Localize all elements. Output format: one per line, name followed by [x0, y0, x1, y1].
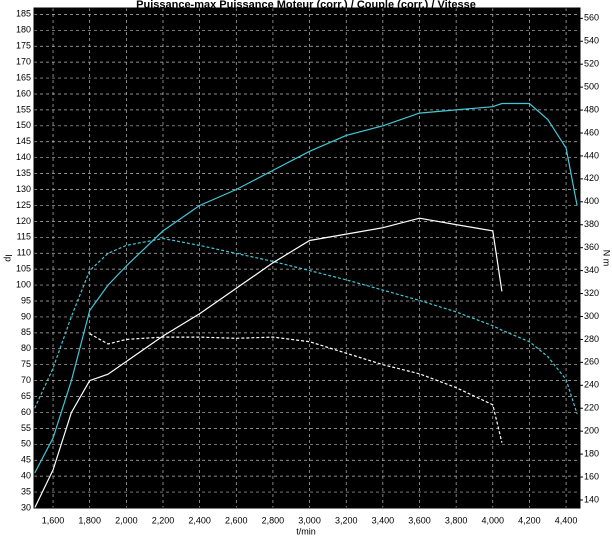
y2-tick-label: 400 — [584, 196, 599, 206]
y-tick-label: 75 — [21, 359, 31, 369]
y-tick-label: 40 — [21, 471, 31, 481]
y2-tick-label: 380 — [584, 219, 599, 229]
y-tick-label: 55 — [21, 423, 31, 433]
y-tick-label: 45 — [21, 455, 31, 465]
y-axis-label: Ip — [4, 254, 14, 262]
y2-tick-label: 300 — [584, 311, 599, 321]
y2-tick-label: 220 — [584, 403, 599, 413]
y-tick-label: 180 — [16, 25, 31, 35]
y-tick-label: 140 — [16, 152, 31, 162]
y-tick-label: 100 — [16, 279, 31, 289]
y2-tick-label: 260 — [584, 357, 599, 367]
y-tick-label: 175 — [16, 41, 31, 51]
y-tick-label: 80 — [21, 343, 31, 353]
y-tick-label: 85 — [21, 327, 31, 337]
y-tick-label: 135 — [16, 168, 31, 178]
y-tick-label: 145 — [16, 136, 31, 146]
x-tick-label: 3,600 — [408, 515, 431, 525]
y-tick-label: 185 — [16, 9, 31, 19]
x-tick-label: 1,800 — [78, 515, 101, 525]
x-tick-label: 2,400 — [188, 515, 211, 525]
y2-tick-label: 520 — [584, 59, 599, 69]
y-tick-label: 130 — [16, 184, 31, 194]
y2-tick-label: 340 — [584, 265, 599, 275]
y2-tick-label: 200 — [584, 426, 599, 436]
y-tick-label: 170 — [16, 57, 31, 67]
y-tick-label: 30 — [21, 502, 31, 512]
plot-area — [34, 8, 580, 508]
y-tick-label: 95 — [21, 295, 31, 305]
y2-tick-label: 560 — [584, 13, 599, 23]
y2-tick-label: 540 — [584, 36, 599, 46]
y2-tick-label: 140 — [584, 494, 599, 504]
series-line — [89, 333, 503, 443]
plot-frame — [33, 7, 581, 509]
chart-title: Puissance-max Puissance Moteur (corr.) /… — [136, 0, 476, 11]
y-tick-label: 110 — [17, 248, 31, 258]
y2-tick-label: 500 — [584, 82, 599, 92]
series-line — [34, 102, 578, 474]
x-tick-label: 3,200 — [335, 515, 358, 525]
y-tick-label: 155 — [16, 104, 31, 114]
y-tick-label: 125 — [16, 200, 31, 210]
y-tick-label: 90 — [21, 311, 31, 321]
y-tick-label: 65 — [21, 391, 31, 401]
x-tick-label: 2,600 — [225, 515, 248, 525]
x-axis-label: t/min — [296, 526, 316, 536]
x-tick-label: 2,800 — [262, 515, 285, 525]
y2-tick-label: 180 — [584, 448, 599, 458]
y2-tick-label: 480 — [584, 104, 599, 114]
x-tick-label: 1,600 — [42, 515, 65, 525]
x-tick-label: 3,800 — [445, 515, 468, 525]
y2-tick-label: 280 — [584, 334, 599, 344]
y-tick-label: 165 — [16, 72, 31, 82]
y2-tick-label: 360 — [584, 242, 599, 252]
x-tick-label: 3,400 — [372, 515, 395, 525]
y-tick-label: 120 — [16, 216, 31, 226]
y2-tick-label: 160 — [584, 471, 599, 481]
x-tick-label: 4,400 — [555, 515, 578, 525]
x-tick-label: 3,000 — [298, 515, 321, 525]
y2-tick-label: 420 — [584, 173, 599, 183]
y-tick-label: 105 — [16, 264, 31, 274]
y2-axis-label: N m — [602, 250, 612, 267]
y2-tick-label: 440 — [584, 150, 599, 160]
y-tick-label: 60 — [21, 407, 31, 417]
y2-tick-label: 320 — [584, 288, 599, 298]
x-tick-label: 2,200 — [152, 515, 175, 525]
x-tick-label: 4,000 — [482, 515, 505, 525]
y-tick-label: 50 — [21, 439, 31, 449]
y-tick-label: 70 — [21, 375, 31, 385]
series-line — [34, 237, 578, 415]
series-line — [34, 217, 503, 509]
y-tick-label: 150 — [16, 120, 31, 130]
y-tick-label: 160 — [16, 88, 31, 98]
x-tick-label: 4,200 — [518, 515, 541, 525]
y-tick-label: 115 — [17, 232, 31, 242]
x-tick-label: 2,000 — [115, 515, 138, 525]
y2-tick-label: 240 — [584, 380, 599, 390]
y-tick-label: 35 — [21, 486, 31, 496]
y2-tick-label: 460 — [584, 127, 599, 137]
